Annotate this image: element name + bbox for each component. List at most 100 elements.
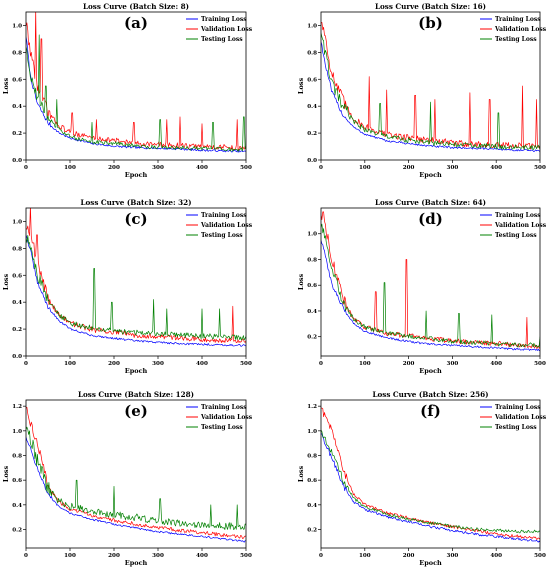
legend-entry: Training Loss: [201, 212, 247, 219]
plot-frame: [25, 399, 247, 549]
y-axis-label: Loss: [2, 274, 10, 291]
series-lines: [26, 406, 246, 543]
series-line-testing-loss: [26, 235, 246, 341]
x-tick-label: 500: [534, 361, 546, 367]
panel-label: (c): [124, 210, 147, 228]
x-tick-label: 100: [359, 361, 371, 367]
y-tick-label: 1.2: [12, 404, 22, 410]
series-lines: [26, 208, 246, 347]
y-tick-label: 0.2: [12, 327, 22, 333]
loss-chart-panel-b: Loss Curve (Batch Size: 16) 0 100 200 300 400…: [297, 2, 547, 179]
series-line-testing-loss: [321, 429, 540, 534]
y-tick-label: 0.8: [12, 454, 22, 460]
legend-entry: Testing Loss: [201, 424, 243, 431]
legend-entry: Validation Loss: [494, 414, 547, 421]
x-tick-label: 400: [490, 361, 502, 367]
x-tick-label: 400: [196, 165, 208, 171]
x-tick-label: 500: [240, 361, 252, 367]
panel-label: (b): [418, 14, 443, 32]
legend-entry: Validation Loss: [200, 26, 253, 33]
x-tick-label: 400: [196, 553, 208, 559]
loss-chart-panel-d: Loss Curve (Batch Size: 64) 0 100 200 300 400…: [297, 198, 547, 375]
loss-chart-panel-e: Loss Curve (Batch Size: 128) 0 100 200 300 40…: [2, 390, 253, 567]
x-tick-label: 100: [359, 553, 371, 559]
chart-title: Loss Curve (Batch Size: 8): [83, 2, 189, 11]
legend-entry: Testing Loss: [201, 36, 243, 43]
series-line-training-loss: [26, 436, 246, 543]
chart-title: Loss Curve (Batch Size: 256): [372, 390, 488, 399]
series-line-validation-loss: [321, 407, 540, 540]
x-tick-label: 200: [403, 553, 415, 559]
series-line-validation-loss: [26, 12, 246, 151]
x-tick-label: 300: [152, 361, 164, 367]
plot-frame: [320, 207, 541, 357]
series-line-training-loss: [321, 41, 540, 153]
x-axis-label: Epoch: [419, 367, 442, 375]
y-tick-label: 0.8: [307, 50, 317, 56]
legend-entry: Validation Loss: [200, 414, 253, 421]
series-lines: [321, 21, 540, 153]
y-tick-label: 1.0: [12, 429, 22, 435]
y-tick-label: 0.6: [12, 273, 22, 279]
series-lines: [321, 407, 540, 543]
y-tick-label: 0.8: [307, 257, 317, 263]
x-tick-label: 500: [534, 165, 546, 171]
plot-frame: [320, 11, 541, 161]
x-tick-label: 200: [403, 361, 415, 367]
plot-frame: [25, 207, 247, 357]
y-tick-label: 1.2: [307, 404, 317, 410]
legend-entry: Testing Loss: [495, 36, 537, 43]
chart-title: Loss Curve (Batch Size: 16): [375, 2, 486, 11]
x-tick-label: 200: [108, 165, 120, 171]
plot-frame: [320, 399, 541, 549]
y-tick-label: 0.4: [12, 503, 22, 509]
series-line-training-loss: [26, 36, 246, 153]
y-tick-label: 0.2: [307, 335, 317, 341]
y-tick-label: 0.2: [12, 131, 22, 137]
panel-label: (d): [418, 210, 443, 228]
x-tick-label: 500: [240, 553, 252, 559]
x-tick-label: 100: [64, 361, 76, 367]
y-tick-label: 0.8: [12, 50, 22, 56]
x-axis-label: Epoch: [125, 367, 148, 375]
series-line-testing-loss: [26, 34, 246, 152]
x-tick-label: 0: [319, 165, 323, 171]
panel-label: (f): [420, 402, 441, 420]
x-tick-label: 100: [359, 165, 371, 171]
y-tick-label: 0.6: [307, 478, 317, 484]
y-tick-label: 1.0: [12, 23, 22, 29]
x-tick-label: 300: [152, 165, 164, 171]
legend-entry: Testing Loss: [495, 232, 537, 239]
legend-entry: Training Loss: [201, 404, 247, 411]
y-tick-label: 0.4: [307, 104, 317, 110]
legend-entry: Testing Loss: [201, 232, 243, 239]
y-tick-label: 1.0: [307, 23, 317, 29]
legend: Training Loss Validation Loss Testing Loss: [186, 212, 253, 239]
legend: Training Loss Validation Loss Testing Loss: [186, 404, 253, 431]
y-tick-label: 0.4: [12, 300, 22, 306]
x-tick-label: 300: [447, 553, 459, 559]
legend-entry: Validation Loss: [200, 222, 253, 229]
y-tick-label: 0.8: [307, 454, 317, 460]
y-tick-label: 0.2: [307, 528, 317, 534]
y-tick-label: 0.2: [307, 131, 317, 137]
panel-label: (e): [124, 402, 148, 420]
panel-label: (a): [124, 14, 148, 32]
y-tick-label: 1.0: [307, 429, 317, 435]
plot-frame: [25, 11, 247, 161]
x-axis-label: Epoch: [419, 171, 442, 179]
series-lines: [321, 211, 540, 351]
y-tick-label: 1.0: [307, 232, 317, 238]
y-tick-label: 0.6: [12, 77, 22, 83]
legend-entry: Testing Loss: [495, 424, 537, 431]
y-tick-label: 0.2: [12, 528, 22, 534]
x-axis-label: Epoch: [125, 559, 148, 567]
loss-chart-panel-c: Loss Curve (Batch Size: 32) 0 100 200 300 400…: [2, 198, 253, 375]
y-tick-label: 0.6: [12, 478, 22, 484]
x-tick-label: 0: [24, 165, 28, 171]
y-tick-label: 0.0: [12, 354, 22, 360]
loss-chart-panel-a: Loss Curve (Batch Size: 8) 0 100 200 300 400 5…: [2, 2, 253, 179]
chart-title: Loss Curve (Batch Size: 64): [375, 198, 486, 207]
y-tick-label: 0.6: [307, 283, 317, 289]
